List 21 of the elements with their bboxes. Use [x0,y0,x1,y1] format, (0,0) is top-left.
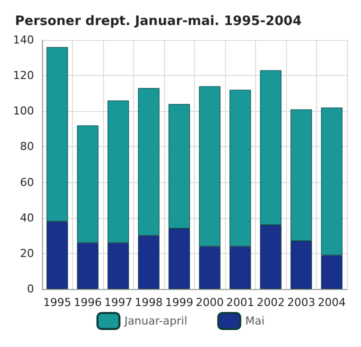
x-tick-label: 2000 [196,296,224,309]
x-tick-label: 1997 [104,296,132,309]
y-tick-label: 60 [20,176,34,189]
x-tick-label: 1996 [74,296,102,309]
chart-title: Personer drept. Januar-mai. 1995-2004 [15,14,302,29]
x-tick-label: 2003 [287,296,316,309]
y-tick-label: 40 [20,211,34,224]
x-tick-label: 2002 [256,296,285,309]
x-tick-label: 1995 [43,296,72,309]
x-tick-label: 1999 [165,296,194,309]
legend-label: Mai [245,314,265,328]
y-tick-label: 120 [13,69,34,82]
x-tick-label: 1998 [134,296,163,309]
y-tick-label: 100 [13,104,34,118]
y-tick-label: 20 [20,246,34,260]
y-tick-label: 0 [27,282,34,296]
x-tick-label: 2004 [318,296,346,309]
x-tick-label: 2001 [226,296,254,309]
legend-label: Januar-april [123,314,188,328]
y-tick-label: 140 [13,34,34,46]
y-tick-label: 80 [20,140,34,154]
